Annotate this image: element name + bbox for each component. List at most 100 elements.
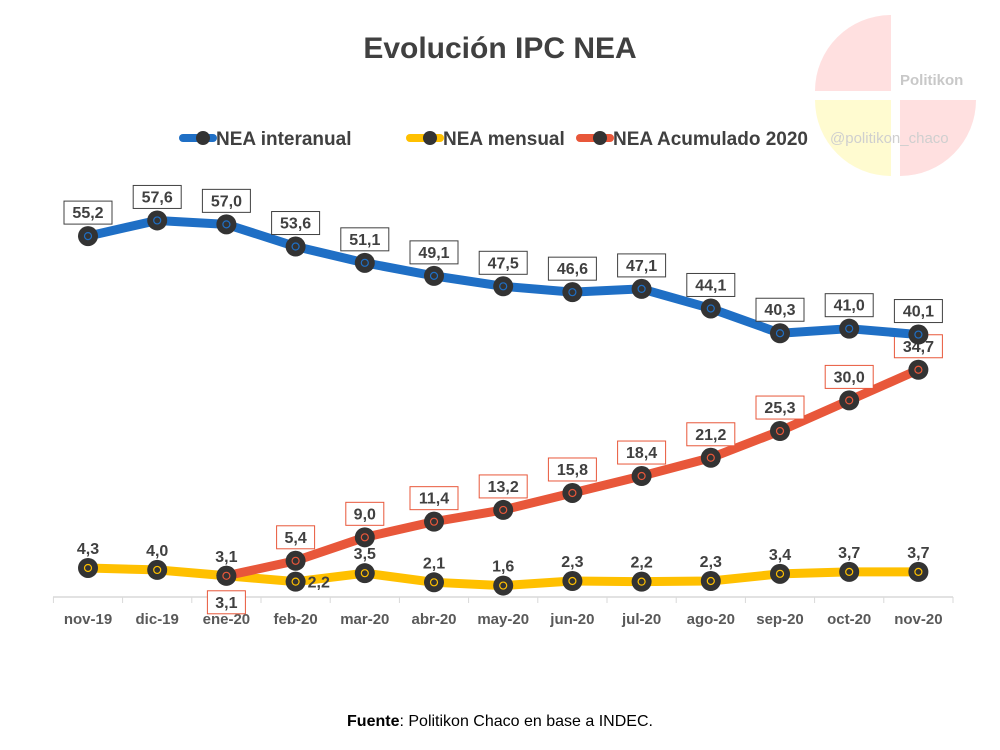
x-tick-label: nov-19	[64, 611, 112, 628]
data-label-text: 3,7	[838, 545, 860, 562]
data-label-text: 47,5	[488, 255, 519, 272]
data-label: 25,3	[755, 395, 805, 420]
data-label-text: 13,2	[488, 479, 519, 496]
data-label-text: 2,2	[308, 575, 330, 592]
data-label-text: 9,0	[354, 506, 376, 523]
data-point-inner	[83, 231, 93, 241]
data-label: 49,1	[409, 240, 459, 265]
data-label: 2,2	[630, 555, 652, 572]
data-label-text: 1,6	[492, 559, 514, 576]
data-label-text: 2,2	[630, 555, 652, 572]
data-point	[908, 324, 929, 345]
data-point	[285, 236, 306, 257]
data-point	[216, 565, 237, 586]
data-point	[216, 214, 237, 235]
data-point-inner	[499, 505, 508, 515]
data-point-inner	[153, 216, 162, 225]
legend-marker	[196, 131, 210, 145]
x-tick-label: dic-19	[136, 611, 179, 628]
data-point	[770, 421, 790, 442]
data-point	[147, 559, 168, 580]
data-label-text: 40,3	[764, 302, 795, 319]
data-point-inner	[637, 577, 646, 586]
data-label-box	[755, 297, 805, 322]
data-point	[424, 511, 444, 532]
data-label: 9,0	[345, 501, 385, 526]
data-point	[354, 563, 375, 584]
data-point-inner	[706, 304, 715, 313]
data-label-box	[276, 525, 316, 550]
data-point-inner	[914, 330, 923, 339]
data-label-text: 51,1	[349, 232, 380, 249]
data-label-text: 57,6	[142, 189, 173, 206]
data-point	[562, 482, 583, 503]
data-point	[424, 265, 444, 286]
source-label: Fuente	[347, 713, 400, 730]
data-point-inner	[914, 567, 923, 576]
data-point	[839, 318, 860, 339]
x-tick-label: mar-20	[340, 611, 389, 628]
data-point-inner	[360, 569, 369, 578]
data-label-text: 44,1	[695, 277, 726, 294]
data-point-inner	[291, 242, 300, 251]
data-label-box	[547, 256, 597, 281]
data-point-inner	[568, 288, 577, 297]
data-label: 55,2	[63, 200, 113, 225]
data-label-text: 5,4	[284, 530, 306, 547]
data-point-inner	[845, 396, 854, 405]
data-point-inner	[914, 365, 923, 374]
data-point-inner	[637, 471, 646, 481]
data-label-text: 3,1	[215, 549, 237, 566]
data-label-box	[409, 486, 459, 511]
data-label: 40,1	[893, 299, 943, 324]
data-label-text: 4,3	[77, 541, 99, 558]
data-label-box	[206, 590, 246, 615]
data-point	[285, 550, 306, 571]
data-point	[770, 563, 790, 584]
data-point	[908, 359, 929, 380]
x-tick-label: ago-20	[687, 611, 735, 628]
data-point-inner	[568, 488, 577, 498]
data-label: 11,4	[409, 486, 459, 511]
data-label-text: 3,4	[769, 547, 791, 564]
x-tick-label: feb-20	[274, 611, 318, 628]
legend-marker	[593, 131, 607, 145]
data-label-text: 53,6	[280, 216, 311, 233]
data-label: 3,1	[206, 590, 246, 615]
data-label-text: 3,5	[354, 546, 376, 563]
legend-label: NEA interanual	[216, 129, 352, 150]
data-point	[839, 390, 860, 411]
data-point	[700, 298, 721, 319]
data-label-text: 2,3	[561, 554, 583, 571]
data-label-box	[201, 188, 251, 213]
data-point-inner	[291, 577, 300, 586]
data-point	[700, 447, 721, 468]
source-note: Fuente: Politikon Chaco en base a INDEC.	[0, 713, 1000, 731]
data-label-text: 4,0	[146, 543, 168, 560]
data-label: 46,6	[547, 256, 597, 281]
data-label: 53,6	[271, 211, 321, 236]
data-point-inner	[222, 571, 231, 580]
data-label-box	[345, 501, 385, 526]
data-point	[908, 561, 929, 582]
data-label-text: 34,7	[903, 339, 934, 356]
data-label: 18,4	[617, 440, 667, 465]
x-tick-label: may-20	[477, 611, 529, 628]
data-point	[424, 572, 444, 593]
data-point	[631, 571, 652, 592]
data-label: 57,0	[201, 188, 251, 213]
data-label-box	[409, 240, 459, 265]
data-label: 5,4	[276, 525, 316, 550]
data-label-text: 57,0	[211, 193, 242, 210]
data-point-inner	[499, 581, 508, 590]
data-point	[285, 571, 306, 592]
data-point-inner	[775, 329, 785, 338]
data-label: 2,3	[561, 554, 583, 571]
data-label: 3,7	[838, 545, 860, 562]
data-label: 21,2	[686, 422, 736, 447]
data-label: 47,5	[478, 250, 528, 275]
data-label: 34,7	[893, 334, 943, 359]
data-label: 30,0	[824, 364, 874, 389]
data-label: 3,4	[769, 547, 791, 564]
